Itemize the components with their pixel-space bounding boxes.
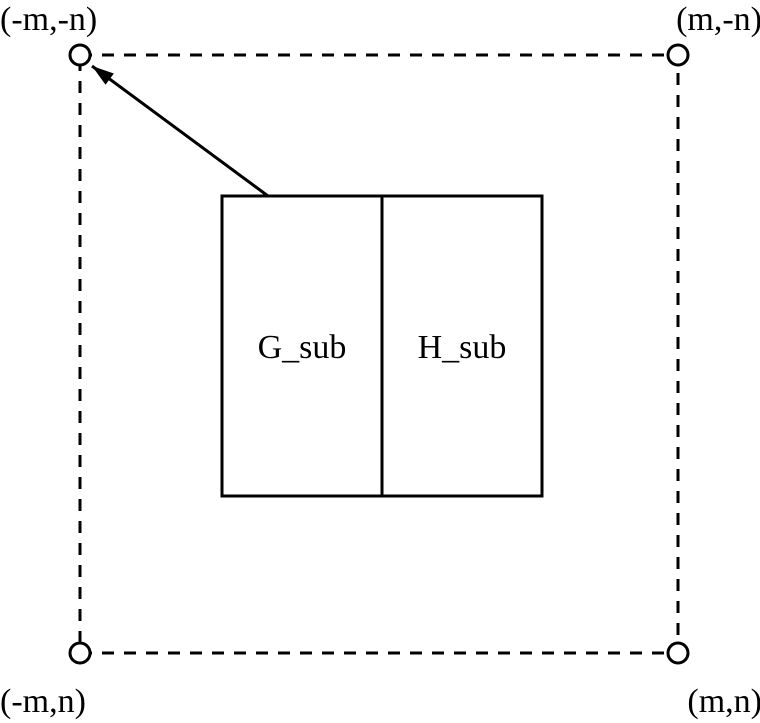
corner-label-br: (m,n) [687, 683, 760, 720]
corner-marker-bl [70, 643, 90, 663]
inner-box-right-label: H_sub [418, 329, 507, 366]
corner-label-bl: (-m,n) [0, 683, 86, 720]
arrow-shaft [92, 66, 268, 196]
diagram-canvas: (-m,-n) (m,-n) (-m,n) (m,n) G_sub H_sub [0, 0, 760, 723]
corner-marker-tr [668, 45, 688, 65]
corner-label-tl: (-m,-n) [0, 1, 97, 38]
corner-label-tr: (m,-n) [676, 1, 760, 38]
corner-marker-br [668, 643, 688, 663]
inner-box-left-label: G_sub [258, 329, 347, 366]
outer-square [80, 55, 678, 653]
corner-marker-tl [70, 45, 90, 65]
arrow-head-icon [92, 66, 114, 85]
